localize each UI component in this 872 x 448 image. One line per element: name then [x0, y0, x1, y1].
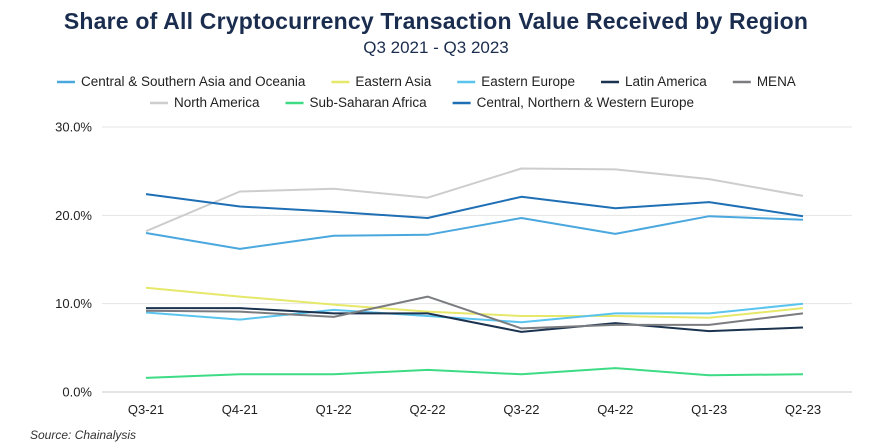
- legend-label: Central, Northern & Western Europe: [477, 95, 694, 110]
- series-line-mena: [145, 295, 804, 330]
- x-tick-label: Q4-21: [222, 402, 258, 417]
- y-tick-label: 10.0%: [55, 296, 92, 311]
- legend-label: Eastern Asia: [355, 74, 431, 89]
- x-tick-label: Q3-21: [128, 402, 164, 417]
- grid-lines: [102, 126, 852, 393]
- x-tick-label: Q2-23: [785, 402, 821, 417]
- x-axis-ticks: Q3-21 Q4-21 Q1-22 Q2-22 Q3-22 Q4-22 Q1-23 Q2-23: [128, 402, 821, 417]
- y-axis-ticks: 0.0% 10.0% 20.0% 30.0%: [55, 120, 92, 400]
- legend-label: North America: [174, 95, 260, 110]
- y-tick-label: 20.0%: [55, 208, 92, 223]
- chart-subtitle: Q3 2021 - Q3 2023: [363, 38, 509, 57]
- y-tick-label: 30.0%: [55, 120, 92, 135]
- series-line-latin-america: [146, 307, 804, 333]
- series-lines: [145, 167, 804, 379]
- legend: Central & Southern Asia and Oceania Easte…: [57, 74, 796, 110]
- series-line-central-southern-asia-and-oceania: [145, 215, 804, 250]
- x-tick-label: Q4-22: [597, 402, 633, 417]
- y-tick-label: 0.0%: [62, 385, 92, 400]
- legend-label: MENA: [757, 74, 796, 89]
- x-tick-label: Q2-22: [410, 402, 446, 417]
- series-line-eastern-europe: [145, 302, 804, 324]
- chart-title: Share of All Cryptocurrency Transaction …: [63, 8, 809, 34]
- legend-label: Latin America: [625, 74, 707, 89]
- series-line-north-america: [145, 167, 804, 233]
- legend-label: Sub-Saharan Africa: [310, 95, 428, 110]
- x-tick-label: Q1-22: [316, 402, 352, 417]
- legend-label: Central & Southern Asia and Oceania: [81, 74, 306, 89]
- source-note: Source: Chainalysis: [30, 428, 137, 442]
- legend-label: Eastern Europe: [481, 74, 575, 89]
- x-tick-label: Q3-22: [503, 402, 539, 417]
- series-line-sub-saharan-africa: [145, 367, 804, 379]
- x-tick-label: Q1-23: [691, 402, 727, 417]
- series-line-eastern-asia: [145, 286, 804, 319]
- series-line-central-northern-western-europe: [145, 193, 804, 219]
